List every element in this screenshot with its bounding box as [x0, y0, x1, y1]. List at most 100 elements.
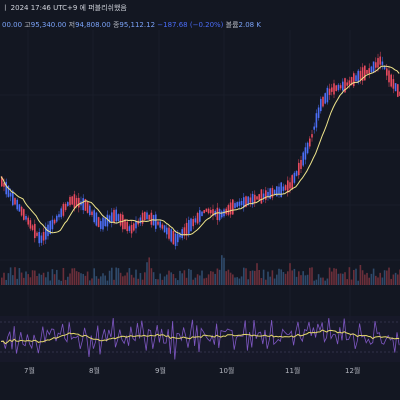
volume-bar: [331, 271, 333, 285]
candle-body: [238, 201, 241, 206]
volume-bar: [379, 272, 381, 285]
candle-body: [258, 194, 260, 201]
candle-body: [130, 225, 133, 234]
candle-body: [368, 68, 370, 74]
x-label-dec: 12월: [345, 367, 361, 375]
volume-bar: [115, 267, 117, 285]
candle-body: [273, 189, 276, 195]
candle-body: [381, 61, 384, 65]
volume-bar: [271, 270, 274, 285]
volume-bar: [199, 275, 201, 285]
volume-bar: [126, 272, 128, 285]
candle-body: [67, 202, 69, 206]
candle-body: [247, 196, 249, 206]
volume-bar: [251, 270, 254, 285]
volume-bar: [75, 271, 78, 285]
volume-bar: [256, 263, 258, 285]
candle-body: [135, 221, 137, 229]
candle-body: [359, 70, 362, 80]
volume-bar: [388, 267, 390, 285]
volume-bar: [36, 275, 38, 285]
candle-body: [256, 196, 258, 200]
candle-body: [53, 219, 56, 224]
volume-bar: [273, 278, 276, 285]
open-value: 00.00: [2, 21, 23, 29]
candle-body: [324, 93, 326, 104]
moving-average-line: [0, 65, 400, 236]
volume-bar: [240, 276, 243, 285]
volume-bar: [267, 271, 269, 285]
candle-body: [148, 214, 150, 220]
close-label: 종: [112, 21, 120, 29]
candle-body: [216, 207, 219, 220]
volume-bar: [108, 270, 111, 285]
volume-bar: [58, 279, 60, 285]
candle-body: [40, 235, 43, 243]
volume-bar: [201, 270, 203, 285]
volume-bar: [346, 279, 348, 285]
candle-body: [12, 190, 14, 206]
candle-body: [207, 208, 210, 214]
candles: [1, 51, 400, 250]
candle-body: [104, 218, 106, 226]
candle-body: [298, 162, 300, 176]
volume-bar: [181, 273, 183, 285]
volume-bar: [375, 275, 377, 285]
volume-bar: [150, 268, 153, 285]
candle-body: [89, 205, 91, 215]
candle-body: [45, 227, 47, 240]
x-label-jul: 7월: [24, 367, 35, 375]
candle-body: [75, 197, 78, 206]
volume-bar: [80, 273, 82, 285]
candle-body: [157, 221, 159, 225]
candle-body: [397, 84, 399, 97]
candle-body: [106, 214, 109, 227]
volume-bar: [166, 274, 168, 285]
volume-bar: [342, 273, 344, 285]
candle-body: [190, 218, 192, 232]
volume-bar: [258, 269, 260, 285]
candle-body: [375, 62, 377, 68]
volume-bar: [238, 278, 241, 285]
candle-body: [168, 227, 170, 239]
volume-bar: [282, 272, 285, 285]
volume-bar: [89, 280, 91, 285]
candle-body: [210, 209, 212, 214]
volume-bar: [205, 277, 208, 285]
volume-bar: [135, 269, 137, 285]
candle-body: [91, 211, 93, 215]
volume-bar: [306, 274, 309, 285]
x-label-oct: 10월: [219, 367, 235, 375]
candle-body: [203, 210, 205, 214]
volume-bar: [289, 263, 291, 285]
candle-body: [141, 212, 144, 224]
candle-body: [69, 196, 71, 206]
candle-body: [29, 220, 32, 229]
volume-bar: [84, 275, 87, 285]
volume-bar: [249, 271, 252, 285]
volume-bar: [214, 273, 216, 285]
volume-bar: [390, 278, 392, 285]
candle-body: [95, 212, 98, 226]
candle-body: [317, 107, 320, 118]
candle-body: [326, 87, 329, 103]
candle-body: [194, 218, 197, 223]
volume-bar: [49, 280, 51, 285]
volume-bar: [34, 270, 36, 285]
volume-bar: [383, 270, 386, 285]
candle-body: [320, 98, 322, 112]
volume-bar: [260, 278, 263, 285]
candle-body: [386, 68, 388, 76]
candle-body: [221, 211, 223, 218]
volume-bar: [227, 269, 230, 285]
candle-body: [170, 229, 172, 242]
volume-bar: [192, 279, 194, 285]
volume-bar: [16, 278, 18, 285]
volume-bar: [100, 276, 102, 285]
candle-body: [229, 202, 232, 215]
publish-info: ㅣ 2024 17:46 UTC+9 에 퍼블리쉬했음: [2, 4, 127, 12]
volume-bar: [243, 267, 245, 285]
candle-body: [245, 196, 247, 207]
